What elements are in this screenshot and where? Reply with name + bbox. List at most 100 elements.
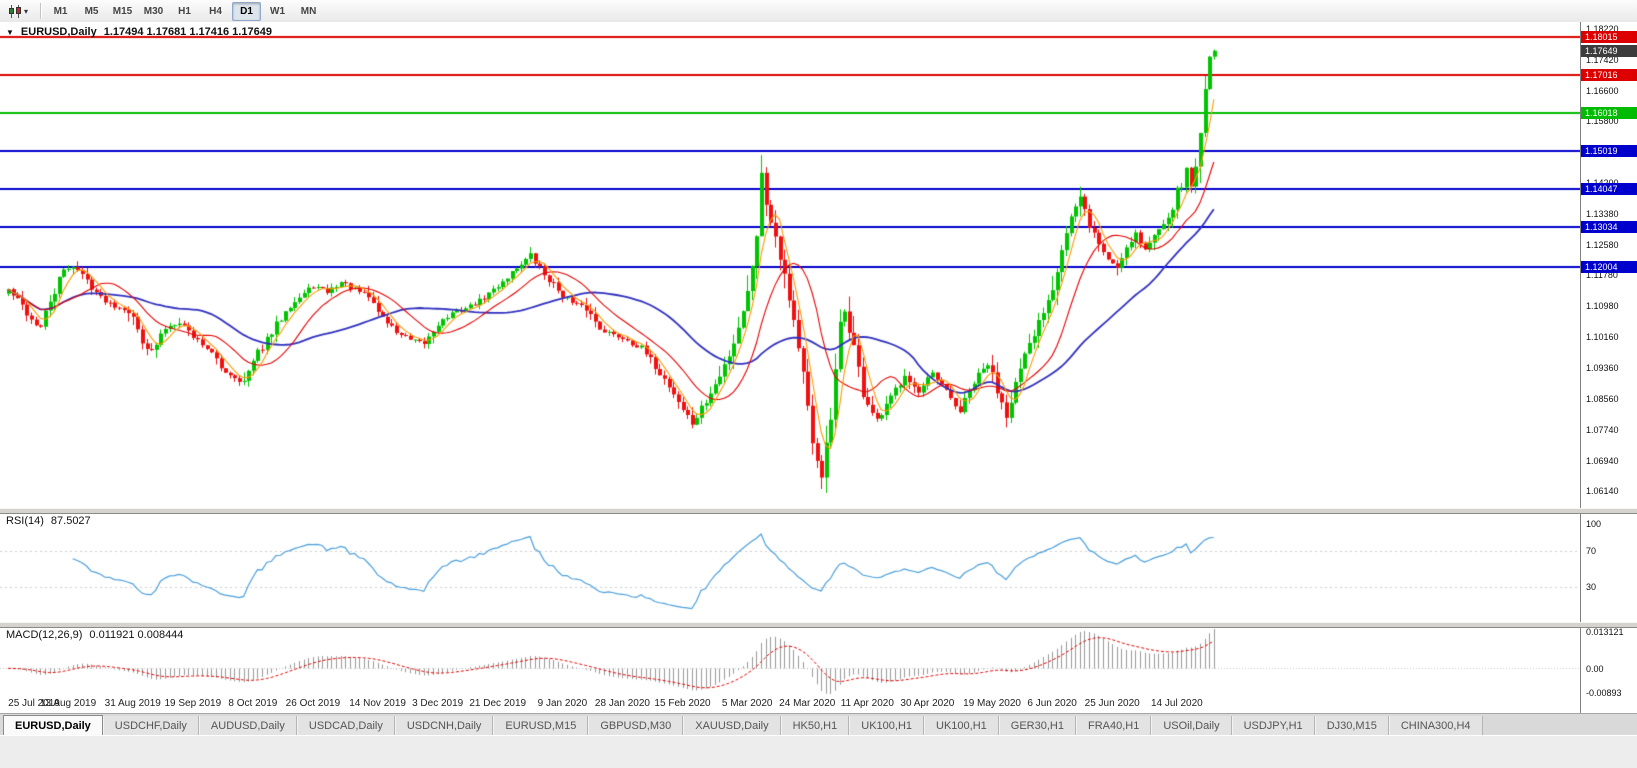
chart-tab-7-xauusd-daily[interactable]: XAUUSD,Daily xyxy=(683,716,781,736)
timeframes-toolbar: M1 M5 M15 M30 H1 H4 D1 W1 MN xyxy=(45,1,324,21)
hline-price-label: 1.18015 xyxy=(1581,30,1637,43)
price-axis-tick: 1.17420 xyxy=(1586,54,1619,65)
time-axis-label: 31 Aug 2019 xyxy=(104,698,161,709)
hline-price-label: 1.15019 xyxy=(1581,145,1637,158)
price-axis-tick: 1.06940 xyxy=(1586,455,1619,466)
price-axis-tick: 1.09360 xyxy=(1586,362,1619,373)
candlestick-chart-icon xyxy=(9,4,21,18)
rsi-value: 87.5027 xyxy=(50,515,91,527)
current-price-label: 1.17649 xyxy=(1581,44,1637,57)
hline-price-label: 1.14047 xyxy=(1581,182,1637,195)
price-axis-tick: 1.16600 xyxy=(1586,85,1619,96)
pane-separator[interactable] xyxy=(0,508,1637,514)
chart-tab-0-eurusd-daily[interactable]: EURUSD,Daily xyxy=(3,715,103,736)
price-axis[interactable]: 1.182201.174201.166001.158001.142001.133… xyxy=(1580,22,1637,713)
chart-tab-13-usoil-daily[interactable]: USOil,Daily xyxy=(1151,716,1232,736)
chart-tab-8-hk50-h1[interactable]: HK50,H1 xyxy=(780,716,850,736)
macd-indicator-canvas[interactable] xyxy=(0,626,1580,697)
chart-window: ▼ EURUSD,Daily 1.17494 1.17681 1.17416 1… xyxy=(0,22,1637,713)
chevron-down-icon: ▾ xyxy=(24,6,29,16)
time-axis-label: 5 Mar 2020 xyxy=(721,698,773,709)
chart-type-button[interactable]: ▾ xyxy=(4,4,32,19)
timeframe-button-h1[interactable]: H1 xyxy=(178,5,191,17)
price-axis-tick: 1.11780 xyxy=(1586,270,1618,281)
rsi-axis-tick: 30 xyxy=(1586,582,1597,592)
chart-tab-14-usdjpy-h1[interactable]: USDJPY,H1 xyxy=(1231,716,1315,736)
chart-tab-15-dj30-m15[interactable]: DJ30,M15 xyxy=(1314,716,1389,736)
macd-axis-tick: 0.013121 xyxy=(1586,627,1624,637)
chart-tab-3-usdcad-daily[interactable]: USDCAD,Daily xyxy=(296,716,395,736)
time-axis-label: 14 Nov 2019 xyxy=(349,698,406,709)
hline-price-label: 1.17016 xyxy=(1581,68,1637,81)
timeframe-button-mn[interactable]: MN xyxy=(300,5,317,17)
time-axis-label: 8 Oct 2019 xyxy=(228,698,278,709)
chart-tab-10-uk100-h1[interactable]: UK100,H1 xyxy=(924,716,999,736)
status-bar xyxy=(0,735,1637,768)
chart-title-ohlc: 1.17494 1.17681 1.17416 1.17649 xyxy=(103,26,272,38)
timeframe-button-m15[interactable]: M15 xyxy=(112,5,133,17)
hline-price-label: 1.16018 xyxy=(1581,107,1637,120)
time-axis-label: 11 Apr 2020 xyxy=(840,698,894,709)
price-axis-tick: 1.15800 xyxy=(1586,116,1619,127)
chart-tab-2-audusd-daily[interactable]: AUDUSD,Daily xyxy=(198,716,297,736)
chart-tab-4-usdcnh-daily[interactable]: USDCNH,Daily xyxy=(394,716,494,736)
macd-name: MACD(12,26,9) xyxy=(6,629,83,641)
time-axis-label: 30 Apr 2020 xyxy=(900,698,955,709)
price-chart-canvas[interactable] xyxy=(0,22,1580,508)
timeframe-button-h4[interactable]: H4 xyxy=(209,5,222,17)
price-axis-tick: 1.12580 xyxy=(1586,239,1619,250)
hline-price-label: 1.13034 xyxy=(1581,221,1637,234)
hline-price-label: 1.12004 xyxy=(1581,260,1637,273)
rsi-axis-tick: 70 xyxy=(1586,546,1597,556)
chart-tab-6-gbpusd-m30[interactable]: GBPUSD,M30 xyxy=(588,716,684,736)
price-axis-tick: 1.10980 xyxy=(1586,300,1619,311)
time-axis-label: 28 Jan 2020 xyxy=(594,698,650,709)
time-axis[interactable]: 25 Jul 2019 13 Aug 2019 31 Aug 2019 19 Sep … xyxy=(0,697,1580,713)
chart-menu-icon[interactable]: ▼ xyxy=(6,27,14,37)
time-axis-label: 25 Jul 2019 xyxy=(8,698,60,709)
rsi-name: RSI(14) xyxy=(6,515,44,527)
chart-title: ▼ EURUSD,Daily 1.17494 1.17681 1.17416 1… xyxy=(6,26,272,38)
pane-separator[interactable] xyxy=(0,622,1637,628)
time-axis-label: 14 Jul 2020 xyxy=(1151,698,1203,709)
toolbar-separator xyxy=(40,3,42,19)
chart-tab-1-usdchf-daily[interactable]: USDCHF,Daily xyxy=(102,716,199,736)
time-axis-label: 15 Feb 2020 xyxy=(654,698,711,709)
chart-tab-5-eurusd-m15[interactable]: EURUSD,M15 xyxy=(493,716,589,736)
price-axis-tick: 1.06140 xyxy=(1586,486,1619,497)
time-axis-label: 26 Oct 2019 xyxy=(285,698,341,709)
chart-title-symbol: EURUSD,Daily xyxy=(20,26,97,38)
top-toolbar: ▾ M1 M5 M15 M30 H1 H4 D1 W1 MN xyxy=(0,0,1637,23)
rsi-axis-tick: 100 xyxy=(1586,519,1602,529)
chart-tab-16-china300-h4[interactable]: CHINA300,H4 xyxy=(1388,716,1483,736)
time-axis-label: 6 Jun 2020 xyxy=(1027,698,1077,709)
macd-axis-tick: 0.00 xyxy=(1586,663,1604,674)
macd-indicator-label: MACD(12,26,9) 0.011921 0.008444 xyxy=(6,629,183,641)
time-axis-label: 24 Mar 2020 xyxy=(779,698,836,709)
time-axis-label: 3 Dec 2019 xyxy=(412,698,464,709)
chart-tab-11-ger30-h1[interactable]: GER30,H1 xyxy=(998,716,1076,736)
chart-tabbar: EURUSD,Daily USDCHF,Daily AUDUSD,Daily USDC… xyxy=(0,713,1637,736)
rsi-indicator-label: RSI(14) 87.5027 xyxy=(6,515,91,527)
price-axis-tick: 1.07740 xyxy=(1586,424,1619,435)
rsi-indicator-canvas[interactable] xyxy=(0,512,1580,622)
time-axis-label: 19 May 2020 xyxy=(963,698,1021,709)
timeframe-button-m1[interactable]: M1 xyxy=(53,5,68,17)
chart-tab-12-fra40-h1[interactable]: FRA40,H1 xyxy=(1075,716,1152,736)
timeframe-button-d1[interactable]: D1 xyxy=(232,1,262,21)
time-axis-label: 9 Jan 2020 xyxy=(537,698,588,709)
timeframe-button-m30[interactable]: M30 xyxy=(143,5,164,17)
price-axis-tick: 1.13380 xyxy=(1586,209,1619,220)
price-axis-tick: 1.18220 xyxy=(1586,23,1619,34)
time-axis-label: 19 Sep 2019 xyxy=(164,698,222,709)
timeframe-button-w1[interactable]: W1 xyxy=(270,5,286,17)
time-axis-label: 25 Jun 2020 xyxy=(1084,698,1140,709)
timeframe-button-m5[interactable]: M5 xyxy=(84,5,99,17)
time-axis-label: 21 Dec 2019 xyxy=(469,698,527,709)
price-axis-tick: 1.08560 xyxy=(1586,393,1619,404)
price-axis-tick: 1.10160 xyxy=(1586,332,1619,343)
macd-axis-tick: -0.00893 xyxy=(1586,688,1622,698)
macd-values: 0.011921 0.008444 xyxy=(89,629,184,641)
time-axis-label: 13 Aug 2019 xyxy=(39,698,97,709)
chart-tab-9-uk100-h1[interactable]: UK100,H1 xyxy=(849,716,925,736)
